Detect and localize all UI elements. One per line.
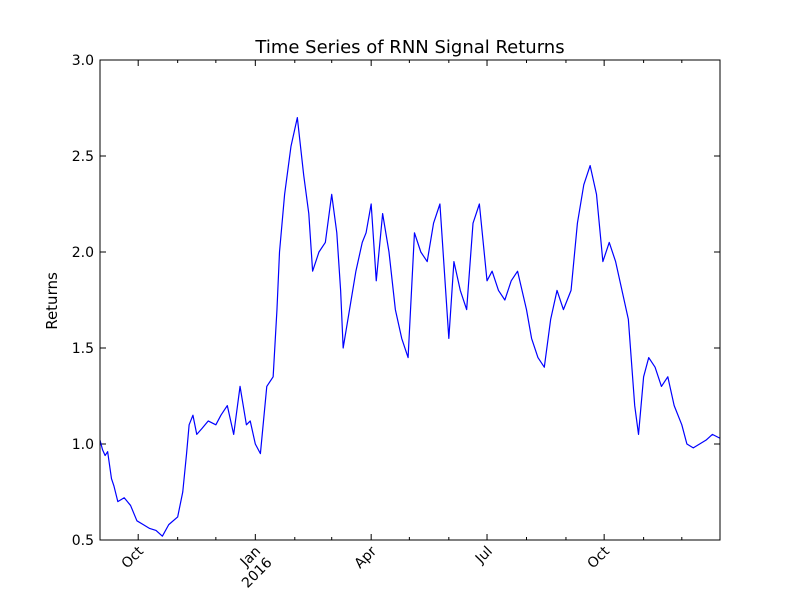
y-tick-label: 1.0 (72, 437, 94, 453)
x-tick-label: Jul (472, 544, 496, 568)
y-tick-label: 1.5 (72, 341, 94, 357)
series-line (99, 116, 721, 537)
y-axis-label: Returns (43, 272, 61, 330)
x-tick-label: Oct (119, 543, 148, 572)
x-tick-label: Oct (585, 543, 614, 572)
y-tick-label: 3.0 (72, 53, 94, 69)
y-axis-ticks: 0.5 1.0 1.5 2.0 2.5 3.0 (72, 53, 720, 549)
y-tick-label: 2.0 (72, 245, 94, 261)
series-layer (99, 116, 721, 537)
x-axis-ticks: Oct Jan2016 Apr Jul Oct (119, 60, 683, 591)
y-tick-label: 2.5 (72, 149, 94, 165)
chart-title: Time Series of RNN Signal Returns (254, 37, 564, 58)
y-tick-label: 0.5 (72, 533, 94, 549)
x-tick-label: Jan2016 (228, 543, 276, 591)
plot-area-frame (99, 59, 721, 541)
x-tick-label: Apr (352, 543, 381, 572)
